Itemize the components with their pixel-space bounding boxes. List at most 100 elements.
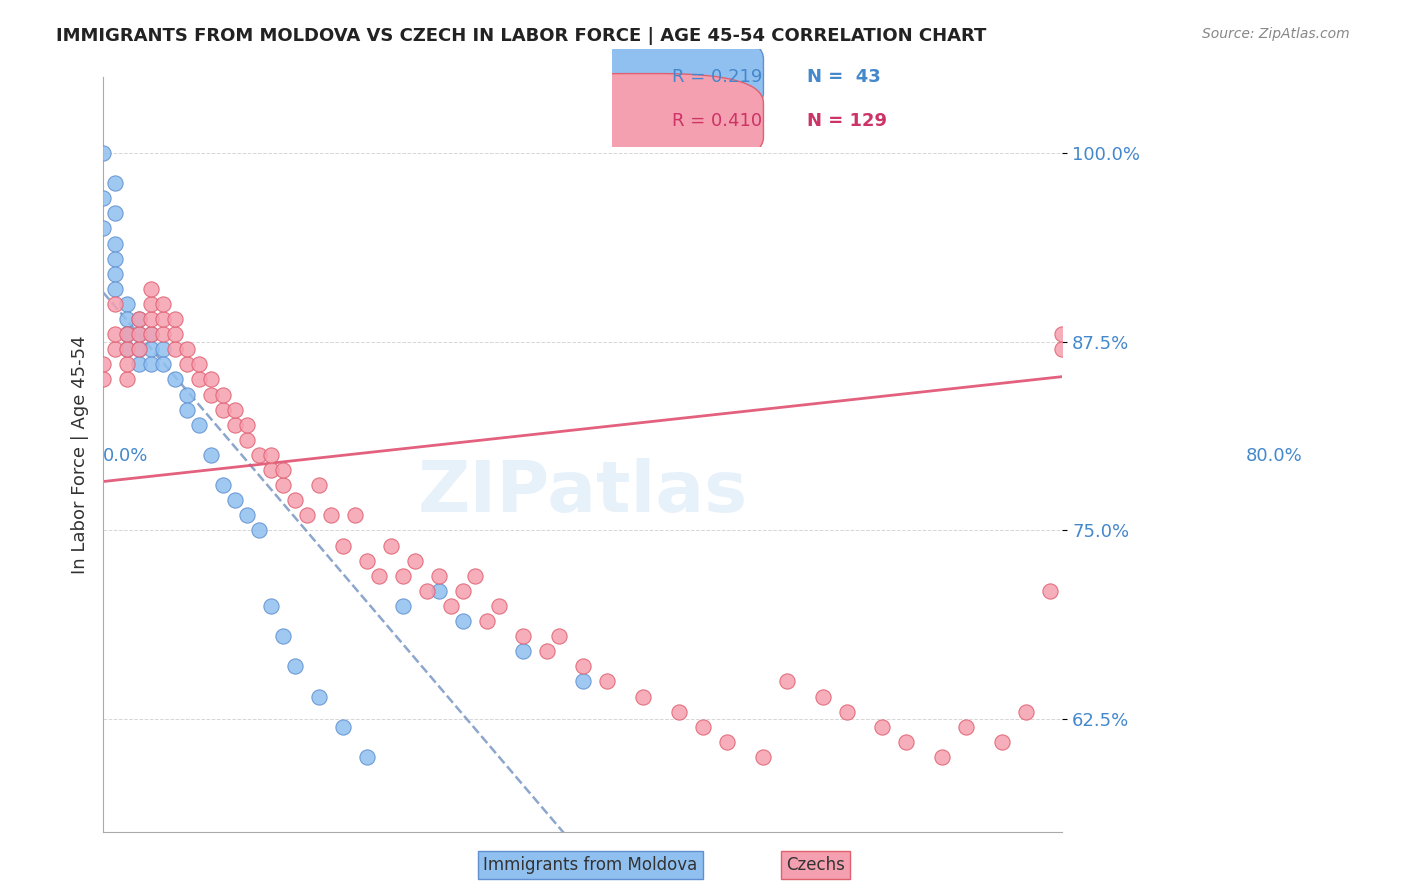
- Czechs: [1291, 297, 1313, 311]
- Immigrants from Moldova: [176, 402, 198, 417]
- Immigrants from Moldova: [284, 659, 307, 673]
- Czechs: [1087, 327, 1109, 342]
- Immigrants from Moldova: [427, 583, 450, 598]
- Czechs: [212, 387, 235, 401]
- Czechs: [1279, 282, 1302, 296]
- Czechs: [488, 599, 510, 613]
- Czechs: [1230, 282, 1253, 296]
- Czechs: [308, 478, 330, 492]
- Text: Immigrants from Moldova: Immigrants from Moldova: [484, 856, 697, 874]
- Czechs: [128, 343, 150, 357]
- Czechs: [596, 674, 619, 689]
- Czechs: [212, 402, 235, 417]
- Immigrants from Moldova: [356, 750, 378, 764]
- Immigrants from Moldova: [115, 327, 138, 342]
- Czechs: [692, 720, 714, 734]
- Czechs: [176, 343, 198, 357]
- Czechs: [1267, 327, 1289, 342]
- Immigrants from Moldova: [451, 614, 474, 628]
- Czechs: [1159, 327, 1181, 342]
- Immigrants from Moldova: [152, 357, 174, 371]
- Czechs: [1291, 221, 1313, 235]
- Czechs: [1291, 191, 1313, 205]
- Text: 80.0%: 80.0%: [1246, 448, 1302, 466]
- Text: R = 0.410: R = 0.410: [672, 112, 762, 129]
- Czechs: [139, 312, 162, 326]
- Czechs: [1182, 343, 1205, 357]
- Czechs: [139, 282, 162, 296]
- Czechs: [139, 327, 162, 342]
- Immigrants from Moldova: [165, 372, 187, 386]
- Czechs: [260, 463, 283, 477]
- Czechs: [1195, 327, 1218, 342]
- Text: N =  43: N = 43: [807, 68, 882, 86]
- Immigrants from Moldova: [236, 508, 259, 523]
- Czechs: [115, 357, 138, 371]
- Immigrants from Moldova: [139, 327, 162, 342]
- Czechs: [128, 312, 150, 326]
- Czechs: [152, 297, 174, 311]
- Czechs: [464, 568, 486, 582]
- Czechs: [1291, 236, 1313, 251]
- Czechs: [104, 297, 127, 311]
- Czechs: [536, 644, 558, 658]
- Czechs: [1291, 145, 1313, 160]
- Czechs: [236, 433, 259, 447]
- Text: Source: ZipAtlas.com: Source: ZipAtlas.com: [1202, 27, 1350, 41]
- Czechs: [1291, 252, 1313, 266]
- Text: ZIPatlas: ZIPatlas: [418, 458, 748, 527]
- Czechs: [1291, 312, 1313, 326]
- Immigrants from Moldova: [115, 327, 138, 342]
- Czechs: [104, 327, 127, 342]
- Czechs: [271, 463, 294, 477]
- Immigrants from Moldova: [224, 493, 246, 508]
- Czechs: [91, 357, 114, 371]
- Czechs: [176, 357, 198, 371]
- Czechs: [955, 720, 977, 734]
- Czechs: [835, 705, 858, 719]
- Czechs: [188, 357, 211, 371]
- Czechs: [1291, 221, 1313, 235]
- Immigrants from Moldova: [104, 176, 127, 190]
- Czechs: [1291, 267, 1313, 281]
- Czechs: [200, 387, 222, 401]
- Czechs: [1291, 282, 1313, 296]
- Czechs: [1099, 357, 1122, 371]
- Immigrants from Moldova: [308, 690, 330, 704]
- Czechs: [165, 312, 187, 326]
- Czechs: [271, 478, 294, 492]
- Czechs: [775, 674, 797, 689]
- Czechs: [165, 327, 187, 342]
- Czechs: [931, 750, 953, 764]
- Czechs: [896, 735, 918, 749]
- Immigrants from Moldova: [128, 343, 150, 357]
- Czechs: [152, 312, 174, 326]
- Immigrants from Moldova: [392, 599, 415, 613]
- Czechs: [1206, 312, 1229, 326]
- Immigrants from Moldova: [104, 206, 127, 220]
- Czechs: [404, 553, 426, 567]
- Immigrants from Moldova: [115, 343, 138, 357]
- Immigrants from Moldova: [176, 387, 198, 401]
- Czechs: [188, 372, 211, 386]
- Czechs: [295, 508, 318, 523]
- Czechs: [1291, 252, 1313, 266]
- Czechs: [1267, 312, 1289, 326]
- Czechs: [1052, 327, 1074, 342]
- Czechs: [512, 629, 534, 643]
- Czechs: [1291, 161, 1313, 175]
- Czechs: [1291, 221, 1313, 235]
- Czechs: [571, 659, 593, 673]
- Czechs: [1076, 343, 1098, 357]
- Czechs: [475, 614, 498, 628]
- Immigrants from Moldova: [128, 327, 150, 342]
- Czechs: [427, 568, 450, 582]
- Immigrants from Moldova: [247, 524, 270, 538]
- Czechs: [1291, 176, 1313, 190]
- Czechs: [1063, 312, 1085, 326]
- Czechs: [1291, 236, 1313, 251]
- Immigrants from Moldova: [271, 629, 294, 643]
- Y-axis label: In Labor Force | Age 45-54: In Labor Force | Age 45-54: [72, 335, 89, 574]
- Immigrants from Moldova: [128, 312, 150, 326]
- Immigrants from Moldova: [152, 343, 174, 357]
